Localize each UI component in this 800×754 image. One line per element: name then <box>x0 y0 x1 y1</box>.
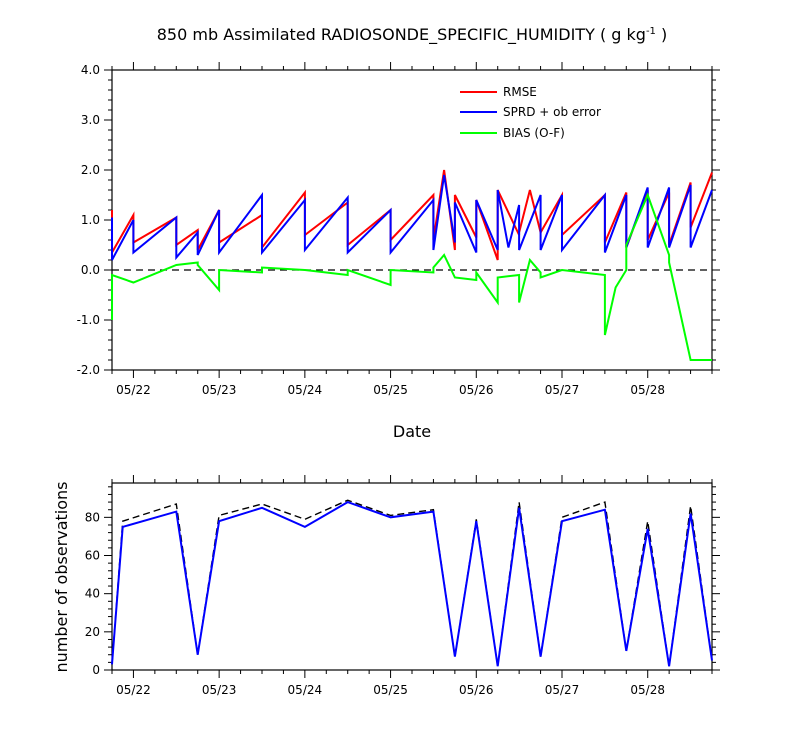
x-tick-label: 05/26 <box>459 683 494 697</box>
series-line-bias-o-f <box>111 192 712 361</box>
series-line-dashed-0 <box>111 499 713 667</box>
plot-frame-top <box>111 69 713 371</box>
y-tick-label: -2.0 <box>77 363 100 377</box>
legend-label-0: RMSE <box>503 85 537 99</box>
x-tick-label: 05/23 <box>202 383 237 397</box>
bottom-y-axis-title: number of observations <box>52 482 71 673</box>
legend-label-1: SPRD + ob error <box>503 105 601 119</box>
x-tick-label: 05/25 <box>373 683 408 697</box>
y-tick-label: 60 <box>85 549 100 563</box>
x-tick-label: 05/27 <box>545 383 580 397</box>
x-tick-label: 05/25 <box>373 383 408 397</box>
y-tick-label: 3.0 <box>81 113 100 127</box>
top-x-axis-title: Date <box>393 422 431 441</box>
x-tick-label: 05/28 <box>630 383 665 397</box>
plot-frame-bottom <box>111 482 713 671</box>
y-tick-label: 40 <box>85 587 100 601</box>
y-tick-label: 0 <box>92 663 100 677</box>
y-tick-label: 4.0 <box>81 63 100 77</box>
x-tick-label: 05/27 <box>545 683 580 697</box>
y-tick-label: 80 <box>85 510 100 524</box>
x-tick-label: 05/24 <box>288 683 323 697</box>
y-tick-label: 1.0 <box>81 213 100 227</box>
x-tick-label: 05/28 <box>630 683 665 697</box>
y-tick-label: 2.0 <box>81 163 100 177</box>
title-suffix: ) <box>656 25 667 44</box>
y-tick-label: 20 <box>85 625 100 639</box>
x-tick-label: 05/22 <box>116 383 151 397</box>
y-tick-label: 0.0 <box>81 263 100 277</box>
y-tick-label: -1.0 <box>77 313 100 327</box>
bottom-plot: 05/22 05/23 05/24 05/25 05/26 05/27 05/28 0 20 40… <box>85 475 720 697</box>
title-superscript: -1 <box>646 26 656 37</box>
series-line-solid-1 <box>111 501 713 667</box>
series-line-sprd-ob-error <box>111 174 713 261</box>
x-tick-label: 05/23 <box>202 683 237 697</box>
legend-label-2: BIAS (O-F) <box>503 126 565 140</box>
x-tick-label: 05/24 <box>288 383 323 397</box>
x-tick-label: 05/26 <box>459 383 494 397</box>
x-tick-label: 05/22 <box>116 683 151 697</box>
chart-title: 850 mb Assimilated RADIOSONDE_SPECIFIC_H… <box>157 25 668 45</box>
top-plot: 05/22 05/23 05/24 05/25 05/26 05/27 05/28 -2.0 -… <box>77 62 720 397</box>
